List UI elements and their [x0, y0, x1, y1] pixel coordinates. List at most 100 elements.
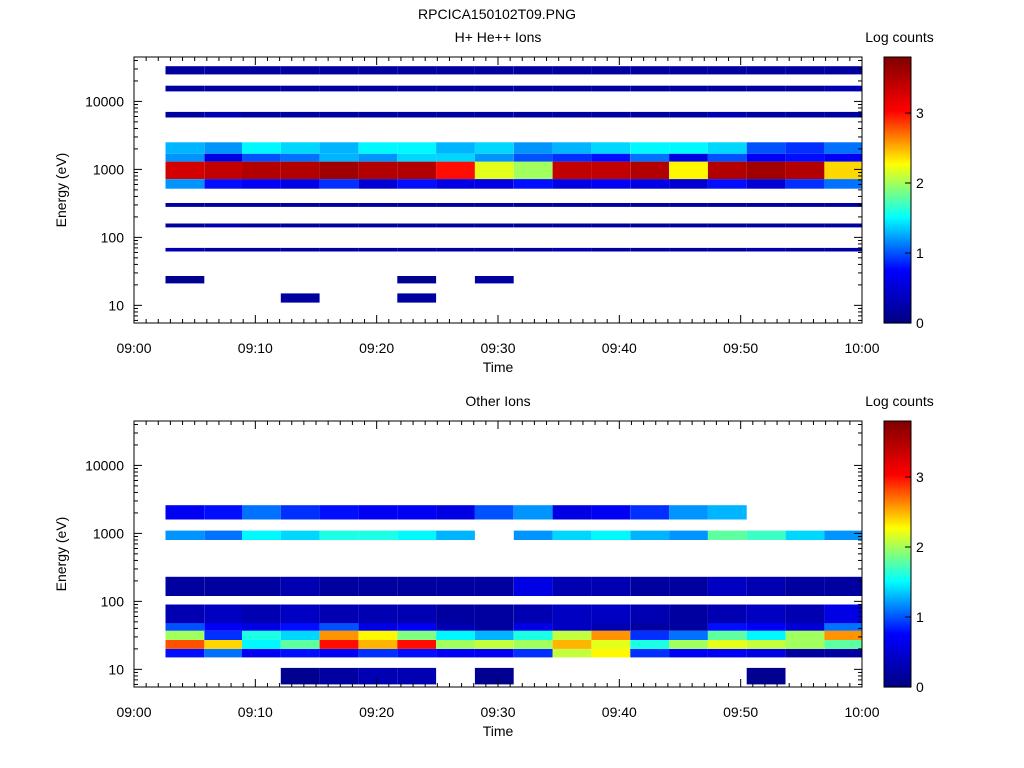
colorbar-segment	[884, 85, 911, 89]
heatmap-cell	[280, 576, 320, 596]
colorbar-segment	[884, 647, 911, 650]
heatmap-cell	[319, 203, 359, 207]
colorbar-segment	[884, 68, 911, 71]
colorbar-segment	[884, 536, 911, 540]
heatmap-cell	[397, 111, 437, 118]
colorbar-segment	[884, 580, 911, 584]
colorbar-segment	[884, 170, 911, 173]
heatmap-cell	[280, 153, 320, 162]
colorbar-segment	[884, 452, 911, 455]
colorbar-segment	[884, 320, 911, 324]
colorbar-segment	[884, 185, 911, 189]
heatmap-cell	[630, 247, 670, 252]
colorbar-segment	[884, 569, 911, 573]
x-tick-label: 09:30	[480, 340, 515, 356]
heatmap-cell	[591, 66, 631, 75]
y-tick-label: 10	[108, 661, 124, 677]
heatmap-cell	[358, 604, 398, 624]
colorbar-segment	[884, 229, 911, 233]
heatmap-cell	[824, 530, 862, 540]
colorbar-segment	[884, 607, 911, 611]
heatmap-cell	[397, 276, 437, 284]
heatmap-cell	[319, 85, 359, 92]
heatmap-cell	[474, 247, 514, 252]
heatmap-cell	[474, 640, 514, 649]
heatmap-cell	[707, 223, 747, 228]
colorbar-segment	[884, 509, 911, 513]
heatmap-cell	[591, 247, 631, 252]
colorbar-segment	[884, 201, 911, 204]
colorbar-segment	[884, 125, 911, 129]
heatmap-cell	[746, 576, 786, 596]
heatmap-cell	[280, 530, 320, 540]
heatmap-cell	[397, 85, 437, 92]
colorbar-segment	[884, 81, 911, 85]
colorbar-segment	[884, 520, 911, 524]
heatmap-cell	[397, 630, 437, 640]
colorbar-segment	[884, 280, 911, 284]
colorbar-segment	[884, 505, 911, 509]
heatmap-cell	[552, 247, 592, 252]
heatmap-cell	[358, 223, 398, 228]
heatmap-cell	[746, 142, 786, 154]
colorbar-segment	[884, 110, 911, 114]
colorbar-segment	[884, 534, 911, 537]
heatmap-cell	[242, 142, 281, 154]
heatmap-cell	[165, 66, 205, 75]
colorbar-segment	[884, 503, 911, 506]
heatmap-cell	[165, 203, 205, 207]
colorbar-segment	[884, 620, 911, 624]
heatmap-cell	[707, 179, 747, 189]
colorbar-segment	[884, 638, 911, 642]
colorbar-segment	[884, 134, 911, 138]
heatmap-cell	[785, 179, 825, 189]
heatmap-cell	[436, 179, 475, 189]
heatmap-cell	[204, 179, 242, 189]
heatmap-cell	[552, 576, 592, 596]
x-tick-label: 09:10	[238, 340, 273, 356]
colorbar-segment	[884, 112, 911, 116]
y-axis-label: Energy (eV)	[53, 517, 69, 592]
heatmap-cell	[552, 161, 592, 179]
heatmap-cell	[591, 153, 631, 162]
heatmap-cell	[397, 505, 437, 520]
colorbar-segment	[884, 256, 911, 260]
heatmap-cell	[591, 161, 631, 179]
heatmap-cell	[436, 111, 475, 118]
heatmap-cell	[552, 648, 592, 658]
heatmap-cell	[552, 623, 592, 631]
heatmap-cell	[397, 576, 437, 596]
heatmap-cell	[165, 630, 205, 640]
heatmap-cell	[165, 85, 205, 92]
colorbar-segment	[884, 551, 911, 555]
heatmap-cell	[746, 66, 786, 75]
colorbar-segment	[884, 498, 911, 502]
heatmap-cell	[165, 604, 205, 624]
heatmap-cell	[165, 161, 205, 179]
heatmap-cell	[707, 111, 747, 118]
figure-title: RPCICA150102T09.PNG	[418, 6, 576, 22]
heatmap-cell	[630, 630, 670, 640]
heatmap-cell	[358, 667, 398, 685]
heatmap-cell	[591, 505, 631, 520]
colorbar-segment	[884, 560, 911, 564]
heatmap-cell	[242, 576, 281, 596]
heatmap-cell	[785, 153, 825, 162]
heatmap-cell	[242, 623, 281, 631]
heatmap-cell	[707, 576, 747, 596]
colorbar-segment	[884, 114, 911, 118]
colorbar-segment	[884, 531, 911, 535]
heatmap-cell	[204, 223, 242, 228]
colorbar-segment	[884, 547, 911, 551]
heatmap-cell	[785, 111, 825, 118]
colorbar-segment	[884, 187, 911, 191]
colorbar-segment	[884, 234, 911, 238]
colorbar-segment	[884, 165, 911, 169]
heatmap-cell	[785, 161, 825, 179]
heatmap-cell	[436, 161, 475, 179]
panel-h-he-ions: 09:00 09:10 09:20 09:30 09:40 09:50 10:0010100…	[53, 29, 934, 375]
colorbar-segment	[884, 600, 911, 604]
colorbar-tick-label: 2	[916, 175, 924, 191]
heatmap-cell	[474, 576, 514, 596]
